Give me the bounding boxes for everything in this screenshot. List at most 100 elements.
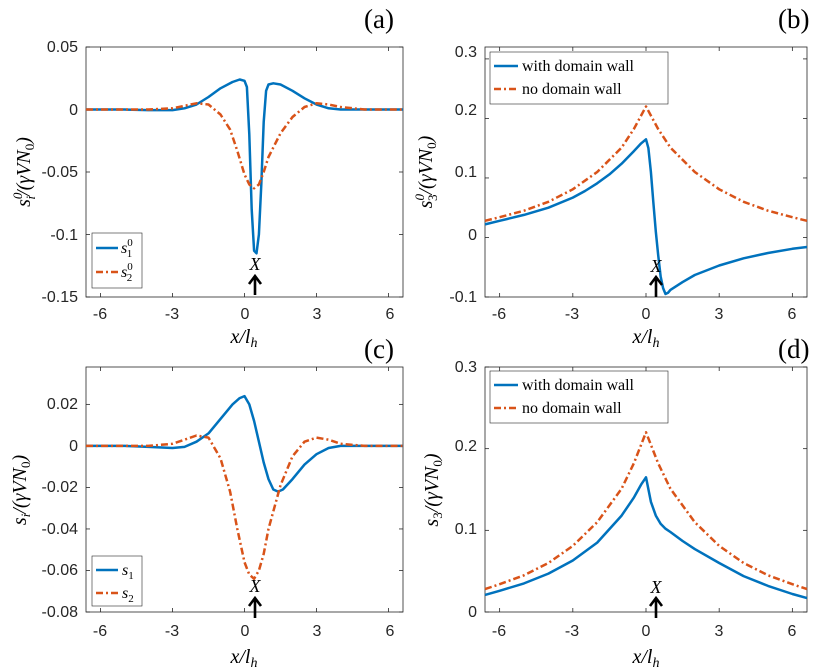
panel-d-series — [484, 366, 808, 613]
panel-d-legend-label-2: no domain wall — [522, 400, 622, 417]
panel-c-xtick: 3 — [313, 623, 322, 640]
panel-b-series-1-line — [484, 138, 808, 296]
panel-b-xtick: 3 — [715, 306, 724, 323]
panel-b-xtick: 0 — [642, 306, 651, 323]
panel-c-marker: X — [247, 576, 263, 618]
panel-b-label: (b) — [778, 4, 809, 34]
panel-c-label: (c) — [364, 334, 394, 364]
panel-a-xticks: -6 -3 0 3 6 — [93, 306, 395, 323]
panel-b-ytick: 0.1 — [455, 164, 477, 181]
panel-d-series-2-line — [484, 431, 808, 591]
panel-a-series — [86, 46, 403, 298]
panel-b-xticks: -6 -3 0 3 6 — [492, 306, 797, 323]
panel-a-ytick: -0.1 — [50, 227, 78, 244]
panel-c-ytick: -0.02 — [42, 479, 79, 496]
panel-d-xlabel: x/lh — [632, 646, 660, 671]
panel-a-up-arrow-icon — [247, 273, 263, 295]
panel-a-xtick: -3 — [165, 306, 179, 323]
panel-d-ytick: 0 — [468, 604, 477, 621]
panel-b-series-2-line — [484, 105, 808, 223]
panel-d-label: (d) — [778, 334, 809, 364]
panel-b-yticks: -0.1 0 0.1 0.2 0.3 — [449, 44, 477, 306]
panel-c-ytick: -0.08 — [42, 604, 79, 621]
panel-d-marker-label: X — [650, 577, 663, 597]
panel-a-xtick: 0 — [241, 306, 250, 323]
panel-d-ytick: 0.1 — [455, 521, 477, 538]
panel-a-series-2-line — [86, 102, 403, 190]
panel-b-legend-box — [489, 51, 669, 105]
panel-c-xtick: -6 — [93, 623, 107, 640]
panel-d-ytick: 0.3 — [455, 359, 477, 376]
panel-b-marker-label: X — [650, 256, 663, 276]
panel-b-ytick: -0.1 — [449, 289, 477, 306]
panel-c-marker-label: X — [249, 576, 262, 596]
panel-c-yticks: -0.08 -0.06 -0.04 -0.02 0 0.02 — [42, 396, 79, 621]
panel-a-ytick: -0.15 — [42, 289, 79, 306]
panel-c-up-arrow-icon — [247, 595, 263, 618]
panel-a-legend-box — [91, 232, 143, 289]
panel-b-xtick: 6 — [788, 306, 797, 323]
panel-c-legend-label-2: s2 — [122, 585, 134, 605]
panel-c-legend-label-1: s1 — [122, 562, 134, 582]
panel-a-ytick: -0.05 — [42, 164, 79, 181]
panel-c-xtick: 6 — [386, 623, 395, 640]
panel-a: (a) -6 -3 0 3 6 -0.15 -0.1 -0.05 0 0.05 … — [10, 4, 404, 351]
panel-c-legend-box — [91, 555, 143, 607]
panel-b-xtick: -3 — [565, 306, 579, 323]
panel-b-xtick: -6 — [492, 306, 506, 323]
panel-d-ylabel: s3/(γVN0) — [421, 453, 445, 526]
panel-d-yticks: 0 0.1 0.2 0.3 — [455, 359, 477, 621]
panel-d-legend-box — [489, 370, 669, 424]
panel-b-ylabel: s03/(γVN0) — [412, 135, 440, 208]
panel-d-legend-label-1: with domain wall — [522, 377, 635, 394]
panel-d-marker: X — [648, 577, 664, 618]
panel-d-legend: with domain wall no domain wall — [489, 370, 669, 424]
panel-d-ytick: 0.2 — [455, 438, 477, 455]
panel-b-up-arrow-icon — [648, 274, 664, 297]
panel-b-series — [484, 47, 808, 298]
panel-a-marker-label: X — [249, 254, 262, 274]
panel-d: (d) -6 -3 0 3 6 0 0.1 0.2 0.3 x/lh s3/(γ… — [421, 334, 809, 671]
panel-a-xtick: 6 — [386, 306, 395, 323]
panel-c-ytick: 0.02 — [47, 396, 78, 413]
panel-c-xticks: -6 -3 0 3 6 — [93, 623, 395, 640]
panel-c-ylabel: si/(γVN0) — [9, 455, 33, 526]
panel-a-xlabel: x/lh — [230, 326, 258, 351]
panel-a-ytick: 0 — [69, 102, 78, 119]
panel-c-ytick: -0.06 — [42, 562, 79, 579]
panel-a-legend-label-2: s0 2 — [121, 261, 133, 284]
panel-d-xtick: -3 — [565, 623, 579, 640]
panel-b-ytick: 0.2 — [455, 102, 477, 119]
panel-c-xtick: 0 — [241, 623, 250, 640]
panel-b-legend: with domain wall no domain wall — [489, 51, 669, 105]
panel-a-marker: X — [247, 254, 263, 295]
panel-b-legend-label-1: with domain wall — [522, 58, 635, 75]
panel-a-label: (a) — [364, 4, 394, 34]
panel-c-ytick: 0 — [69, 438, 78, 455]
panel-a-xtick: 3 — [313, 306, 322, 323]
panel-c-series — [86, 367, 403, 613]
panel-b-xlabel: x/lh — [632, 326, 660, 351]
panel-c-legend: s1 s2 — [91, 555, 143, 607]
panel-a-yticks: -0.15 -0.1 -0.05 0 0.05 — [42, 39, 79, 306]
panel-d-series-1-line — [484, 476, 808, 600]
panel-c-xlabel: x/lh — [230, 646, 258, 671]
panel-c: (c) -6 -3 0 3 6 -0.08 -0.06 -0.04 -0.02 … — [9, 334, 404, 671]
panel-c-xtick: -3 — [165, 623, 179, 640]
panel-b-legend-label-2: no domain wall — [522, 81, 622, 98]
panel-a-ytick: 0.05 — [47, 39, 78, 56]
panel-c-series-1-line — [86, 394, 403, 493]
panel-d-xtick: 6 — [788, 623, 797, 640]
panel-a-series-1-line — [86, 78, 403, 255]
panel-a-ylabel: s0i/(γVN0) — [10, 137, 38, 207]
panel-d-up-arrow-icon — [648, 595, 664, 618]
panel-b-ytick: 0.3 — [455, 44, 477, 61]
panel-d-xtick: -6 — [492, 623, 506, 640]
panel-d-xtick: 3 — [715, 623, 724, 640]
panel-a-legend: s0 1 s0 2 — [91, 232, 143, 289]
panel-b-ytick: 0 — [468, 227, 477, 244]
panel-b-marker: X — [648, 256, 664, 297]
panel-c-series-2-line — [86, 434, 403, 581]
panel-a-xtick: -6 — [93, 306, 107, 323]
